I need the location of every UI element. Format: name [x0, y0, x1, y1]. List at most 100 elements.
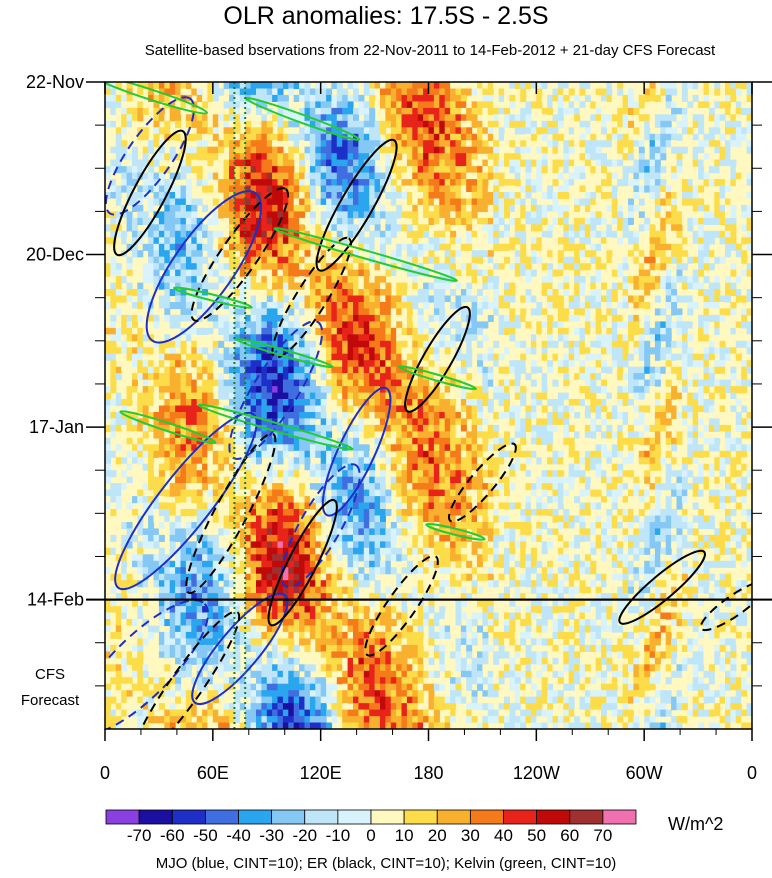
field-cell	[132, 146, 138, 154]
field-cell	[358, 515, 365, 523]
field-cell	[169, 489, 176, 497]
field-cell	[390, 386, 397, 394]
field-cell	[380, 327, 386, 335]
field-cell	[401, 263, 408, 271]
field-cell	[363, 101, 370, 109]
field-cell	[401, 554, 408, 562]
field-cell	[110, 230, 117, 238]
field-cell	[374, 476, 381, 484]
field-cell	[401, 347, 408, 355]
field-cell	[218, 683, 225, 691]
field-cell	[342, 670, 349, 678]
field-cell	[142, 302, 149, 310]
field-cell	[299, 153, 306, 161]
field-cell	[315, 314, 322, 322]
field-cell	[153, 534, 160, 542]
field-cell	[239, 321, 246, 329]
field-cell	[266, 696, 273, 704]
field-cell	[380, 82, 386, 90]
field-cell	[406, 580, 413, 588]
field-cell	[288, 127, 295, 135]
field-cell	[363, 314, 370, 322]
field-cell	[358, 204, 365, 212]
field-cell	[347, 114, 354, 122]
field-cell	[126, 120, 133, 128]
field-cell	[315, 243, 322, 251]
field-cell	[202, 696, 209, 704]
field-cell	[142, 334, 149, 342]
field-cell	[288, 457, 295, 465]
field-cell	[180, 431, 187, 439]
field-cell	[380, 612, 386, 620]
field-cell	[406, 418, 413, 426]
field-cell	[288, 237, 295, 245]
field-cell	[304, 690, 311, 698]
field-cell	[266, 327, 273, 335]
field-cell	[164, 580, 171, 588]
field-cell	[320, 586, 327, 594]
field-cell	[320, 295, 327, 303]
field-cell	[342, 573, 349, 581]
field-cell	[256, 153, 262, 161]
field-cell	[320, 418, 327, 426]
field-cell	[158, 703, 165, 711]
field-cell	[282, 211, 289, 219]
field-cell	[326, 386, 333, 394]
field-cell	[277, 302, 284, 310]
field-cell	[380, 625, 386, 633]
field-cell	[185, 353, 192, 361]
field-cell	[401, 405, 408, 413]
field-cell	[261, 314, 268, 322]
field-cell	[175, 321, 182, 329]
field-cell	[196, 509, 203, 517]
field-cell	[385, 444, 392, 452]
field-cell	[191, 593, 198, 601]
field-cell	[175, 573, 182, 581]
field-cell	[261, 606, 268, 614]
field-cell	[180, 722, 187, 729]
field-cell	[137, 114, 144, 122]
field-cell	[336, 573, 343, 581]
field-cell	[105, 450, 111, 458]
field-cell	[164, 204, 171, 212]
field-cell	[212, 347, 219, 355]
field-cell	[293, 554, 300, 562]
field-cell	[336, 276, 343, 284]
field-cell	[282, 399, 289, 407]
field-cell	[331, 192, 338, 200]
field-cell	[380, 528, 386, 536]
field-cell	[369, 250, 376, 258]
field-cell	[336, 159, 343, 167]
field-cell	[401, 211, 408, 219]
field-cell	[331, 94, 338, 102]
field-cell	[358, 528, 365, 536]
field-cell	[401, 289, 408, 297]
field-cell	[288, 586, 295, 594]
field-cell	[353, 314, 359, 322]
field-cell	[148, 185, 155, 193]
field-cell	[266, 386, 273, 394]
field-cell	[358, 463, 365, 471]
field-cell	[175, 133, 182, 141]
field-cell	[137, 353, 144, 361]
field-cell	[185, 703, 192, 711]
field-cell	[266, 612, 273, 620]
field-cell	[293, 703, 300, 711]
field-cell	[272, 644, 279, 652]
field-cell	[175, 638, 182, 646]
field-cell	[272, 166, 279, 174]
field-cell	[142, 172, 149, 180]
field-cell	[342, 302, 349, 310]
field-cell	[353, 418, 359, 426]
field-cell	[288, 483, 295, 491]
field-cell	[390, 418, 397, 426]
field-cell	[207, 450, 214, 458]
field-cell	[401, 418, 408, 426]
field-cell	[185, 612, 192, 620]
field-cell	[277, 638, 284, 646]
field-cell	[164, 593, 171, 601]
field-cell	[202, 94, 209, 102]
field-cell	[315, 696, 322, 704]
field-cell	[266, 217, 273, 225]
field-cell	[218, 340, 225, 348]
